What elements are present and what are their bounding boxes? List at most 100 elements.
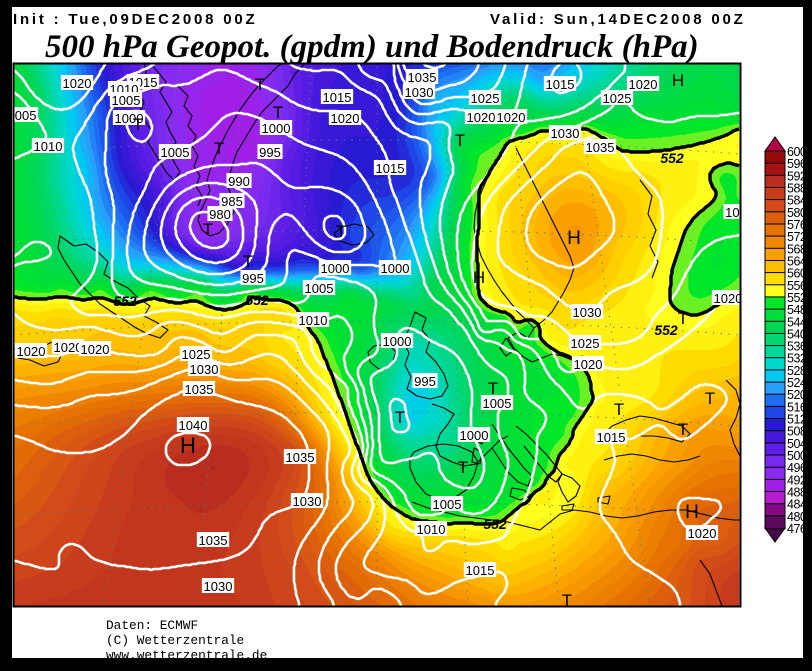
svg-text:1030: 1030: [573, 305, 602, 320]
svg-text:1035: 1035: [185, 382, 214, 397]
svg-text:496: 496: [787, 461, 807, 475]
svg-text:552: 552: [113, 293, 137, 309]
svg-text:1020: 1020: [629, 77, 658, 92]
svg-text:600: 600: [787, 145, 807, 159]
svg-text:552: 552: [245, 292, 269, 308]
svg-text:1005: 1005: [112, 93, 141, 108]
svg-text:528: 528: [787, 364, 807, 378]
svg-text:584: 584: [787, 194, 807, 208]
svg-text:592: 592: [787, 169, 807, 183]
svg-text:990: 990: [228, 174, 250, 189]
svg-text:1000: 1000: [115, 111, 144, 126]
svg-text:1000: 1000: [262, 121, 291, 136]
svg-text:492: 492: [787, 473, 807, 487]
svg-text:552: 552: [483, 516, 507, 532]
svg-text:1030: 1030: [551, 126, 580, 141]
svg-text:1015: 1015: [323, 90, 352, 105]
svg-text:1010: 1010: [417, 522, 446, 537]
svg-text:T: T: [705, 389, 715, 408]
svg-text:536: 536: [787, 340, 807, 354]
svg-text:524: 524: [787, 376, 807, 390]
svg-text:552: 552: [787, 291, 807, 305]
svg-text:995: 995: [414, 374, 436, 389]
svg-text:520: 520: [787, 388, 807, 402]
svg-text:516: 516: [787, 400, 807, 414]
svg-text:1020: 1020: [54, 340, 83, 355]
svg-text:H: H: [473, 268, 485, 287]
svg-text:980: 980: [209, 207, 231, 222]
svg-text:1020: 1020: [497, 110, 526, 125]
svg-text:T: T: [214, 139, 224, 158]
svg-text:995: 995: [242, 271, 264, 286]
svg-text:T: T: [336, 222, 346, 241]
svg-text:1000: 1000: [321, 261, 350, 276]
svg-text:1005: 1005: [305, 281, 334, 296]
svg-text:102: 102: [725, 205, 747, 220]
svg-text:1005: 1005: [433, 497, 462, 512]
svg-text:1025: 1025: [182, 347, 211, 362]
svg-text:1035: 1035: [199, 533, 228, 548]
svg-text:995: 995: [259, 145, 281, 160]
svg-text:T: T: [678, 420, 688, 439]
svg-text:1020: 1020: [331, 111, 360, 126]
svg-text:588: 588: [787, 182, 807, 196]
svg-text:576: 576: [787, 218, 807, 232]
svg-text:488: 488: [787, 486, 807, 500]
svg-text:1030: 1030: [190, 362, 219, 377]
svg-text:985: 985: [221, 194, 243, 209]
svg-text:504: 504: [787, 437, 807, 451]
svg-text:1015: 1015: [466, 563, 495, 578]
svg-text:508: 508: [787, 425, 807, 439]
svg-text:568: 568: [787, 242, 807, 256]
svg-text:544: 544: [787, 315, 807, 329]
svg-text:1030: 1030: [293, 494, 322, 509]
svg-text:1025: 1025: [471, 91, 500, 106]
svg-text:564: 564: [787, 255, 807, 269]
svg-text:T: T: [488, 379, 498, 398]
svg-text:532: 532: [787, 352, 807, 366]
svg-text:T: T: [273, 103, 283, 122]
svg-text:T: T: [243, 252, 253, 271]
svg-text:T: T: [562, 591, 572, 610]
svg-text:T: T: [614, 400, 624, 419]
svg-text:1005: 1005: [483, 396, 512, 411]
svg-text:1005: 1005: [8, 108, 37, 123]
svg-text:1020: 1020: [688, 526, 717, 541]
svg-text:1010: 1010: [34, 139, 63, 154]
svg-text:1030: 1030: [405, 85, 434, 100]
svg-text:540: 540: [787, 327, 807, 341]
svg-text:1015: 1015: [376, 161, 405, 176]
svg-text:T: T: [255, 75, 265, 94]
svg-text:1015: 1015: [546, 77, 575, 92]
svg-text:580: 580: [787, 206, 807, 220]
svg-text:484: 484: [787, 498, 807, 512]
svg-text:T: T: [395, 408, 405, 427]
svg-text:1005: 1005: [161, 145, 190, 160]
svg-text:476: 476: [787, 522, 807, 536]
svg-text:1035: 1035: [286, 450, 315, 465]
svg-text:552: 552: [654, 322, 678, 338]
svg-text:1025: 1025: [571, 336, 600, 351]
svg-text:512: 512: [787, 413, 807, 427]
svg-text:552: 552: [660, 150, 684, 166]
svg-text:1020: 1020: [81, 342, 110, 357]
svg-text:T: T: [133, 115, 143, 134]
svg-text:548: 548: [787, 303, 807, 317]
svg-text:H: H: [180, 433, 196, 458]
svg-text:1035: 1035: [586, 140, 615, 155]
svg-text:1000: 1000: [383, 334, 412, 349]
svg-text:1020: 1020: [17, 344, 46, 359]
svg-text:1000: 1000: [381, 261, 410, 276]
svg-text:1020: 1020: [574, 357, 603, 372]
svg-text:1010: 1010: [299, 313, 328, 328]
svg-text:1020: 1020: [63, 76, 92, 91]
svg-text:T: T: [455, 131, 465, 150]
svg-text:T: T: [203, 220, 213, 239]
svg-text:1035: 1035: [408, 70, 437, 85]
svg-text:500: 500: [787, 449, 807, 463]
svg-text:H: H: [672, 71, 684, 90]
svg-text:T: T: [458, 458, 468, 477]
svg-text:560: 560: [787, 267, 807, 281]
svg-text:H: H: [567, 228, 581, 249]
svg-text:596: 596: [787, 157, 807, 171]
